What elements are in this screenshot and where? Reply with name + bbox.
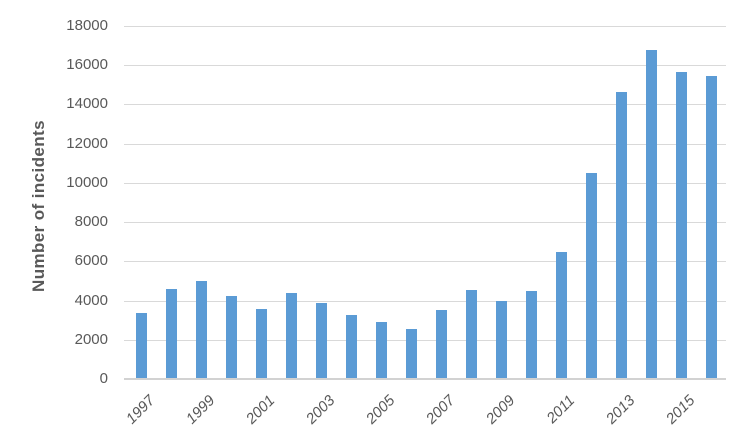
bar-2001 [255,309,267,379]
bar-2012 [585,173,597,379]
x-tick-label: 1997 [122,392,159,428]
x-tick-label: 2011 [543,392,579,427]
bar-2016 [705,76,717,379]
x-tick-label: 2015 [662,392,699,428]
bar-2006 [405,328,417,379]
y-tick-label: 2000 [74,330,108,348]
bar-2004 [345,315,357,379]
horizontal-gridline [124,26,726,27]
bar-2003 [315,303,327,379]
x-tick-label: 2003 [302,392,339,428]
bar-2010 [525,290,537,379]
x-tick-label: 2009 [482,392,519,428]
horizontal-gridline [124,261,726,263]
y-tick-label: 14000 [66,95,108,113]
bar-2013 [615,91,627,379]
horizontal-gridline [124,300,726,302]
bar-1997 [135,313,147,379]
bar-2007 [435,310,447,379]
horizontal-gridline [124,339,726,341]
bar-2014 [645,49,657,379]
x-tick-label: 2007 [422,392,459,428]
y-tick-label: 6000 [74,252,108,270]
x-axis-line [124,378,726,380]
y-tick-label: 10000 [66,173,108,191]
bar-2009 [495,300,507,379]
y-tick-label: 18000 [66,17,108,34]
y-tick-label: 0 [99,370,108,387]
x-tick-label: 1999 [182,392,219,428]
x-tick-label: 2001 [242,392,279,428]
y-tick-label: 16000 [66,56,108,74]
horizontal-gridline [124,222,726,224]
x-tick-label: 2013 [602,392,639,428]
bar-1998 [165,288,177,379]
horizontal-gridline [124,143,726,145]
bar-2011 [555,251,567,379]
bar-2008 [465,289,477,379]
horizontal-gridline [124,104,726,106]
bar-2002 [285,292,297,379]
horizontal-gridline [124,65,726,67]
y-tick-label: 8000 [74,213,108,231]
y-axis-tick-labels: 0 2000 4000 6000 8000 10000 12000 14000 16000 180… [0,0,108,446]
bar-1999 [195,280,207,379]
x-tick-label: 2005 [362,392,399,428]
bar-2015 [675,72,687,379]
horizontal-gridline [124,182,726,184]
bar-2000 [225,295,237,379]
y-tick-label: 12000 [66,134,108,152]
bar-2005 [375,322,387,379]
y-tick-label: 4000 [74,291,108,309]
